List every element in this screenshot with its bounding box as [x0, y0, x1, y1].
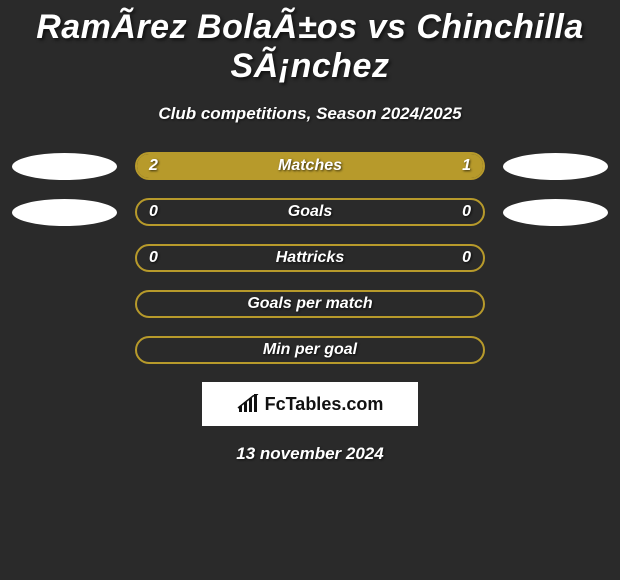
stat-bar: 0Hattricks0: [135, 244, 485, 272]
stat-bar: 0Goals0: [135, 198, 485, 226]
right-oval-spacer: [503, 291, 608, 318]
stat-right-value: 0: [462, 200, 471, 224]
left-oval: [12, 153, 117, 180]
right-oval-spacer: [503, 337, 608, 364]
right-oval: [503, 199, 608, 226]
stat-row: 0Hattricks0: [0, 244, 620, 272]
left-oval-spacer: [12, 245, 117, 272]
subtitle: Club competitions, Season 2024/2025: [0, 104, 620, 124]
left-oval-spacer: [12, 337, 117, 364]
stat-row: 2Matches1: [0, 152, 620, 180]
stat-right-value: 0: [462, 246, 471, 270]
stat-label: Hattricks: [137, 246, 483, 270]
stat-right-value: 1: [462, 154, 471, 178]
stat-label: Min per goal: [137, 338, 483, 362]
stat-row: Goals per match: [0, 290, 620, 318]
stat-label: Goals: [137, 200, 483, 224]
page-title: RamÃ­rez BolaÃ±os vs Chinchilla SÃ¡nchez: [0, 0, 620, 86]
stat-row: Min per goal: [0, 336, 620, 364]
chart-icon: [237, 394, 261, 414]
stat-label: Matches: [137, 154, 483, 178]
stats-rows: 2Matches10Goals00Hattricks0Goals per mat…: [0, 152, 620, 364]
right-oval-spacer: [503, 245, 608, 272]
left-oval-spacer: [12, 291, 117, 318]
generated-date: 13 november 2024: [0, 444, 620, 464]
right-oval: [503, 153, 608, 180]
stat-bar: 2Matches1: [135, 152, 485, 180]
stat-bar: Goals per match: [135, 290, 485, 318]
stat-bar: Min per goal: [135, 336, 485, 364]
brand-box[interactable]: FcTables.com: [202, 382, 418, 426]
brand-text: FcTables.com: [265, 394, 384, 415]
stat-row: 0Goals0: [0, 198, 620, 226]
stat-label: Goals per match: [137, 292, 483, 316]
left-oval: [12, 199, 117, 226]
